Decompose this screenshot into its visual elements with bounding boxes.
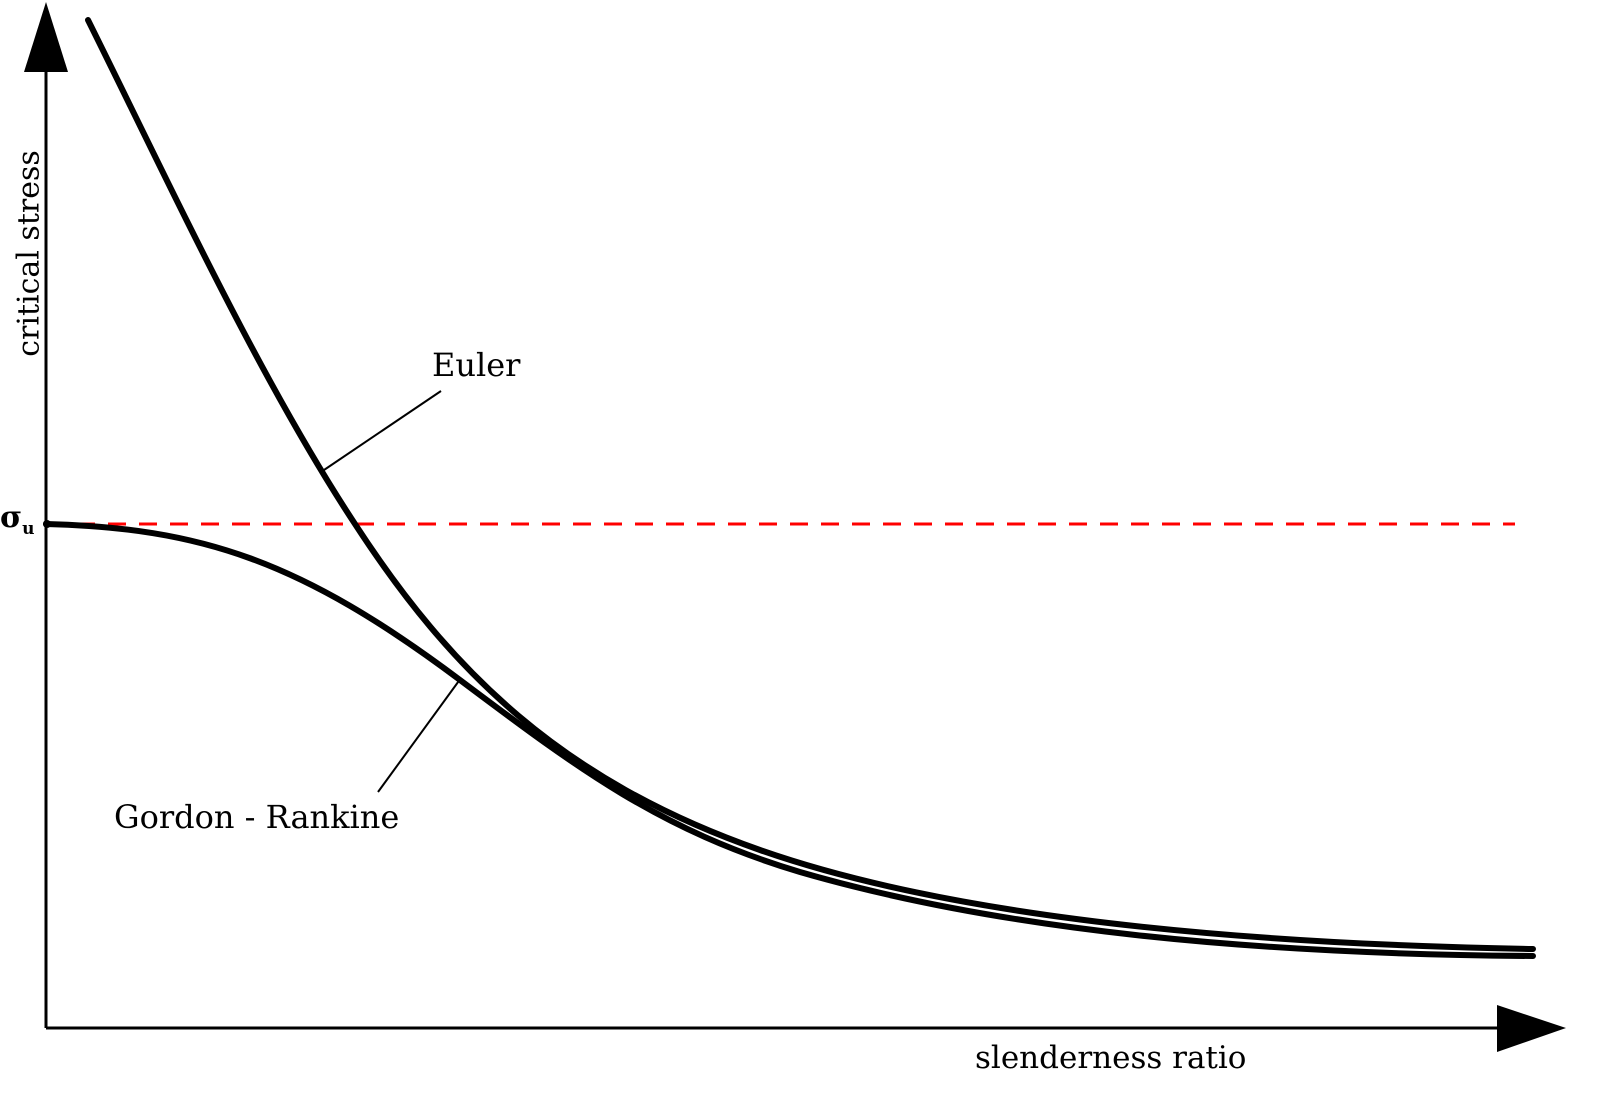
y-axis-label: critical stress [11,150,47,357]
sigma-u-label: σu [0,500,35,539]
x-axis-arrow-icon [1497,1005,1566,1052]
x-axis-label: slenderness ratio [975,1040,1247,1076]
sigma-u-intercept-dot [43,520,51,528]
gordon-rankine-leader-line [377,677,462,793]
gordon-rankine-curve [43,521,1536,959]
euler-leader-line [323,390,442,471]
sigma-subscript: u [22,519,35,539]
sigma-symbol: σ [0,500,23,535]
euler-curve [85,17,1536,952]
gordon-rankine-annotation: Gordon - Rankine [114,798,400,836]
y-axis-arrow-icon [24,2,68,72]
euler-annotation: Euler [432,346,521,384]
